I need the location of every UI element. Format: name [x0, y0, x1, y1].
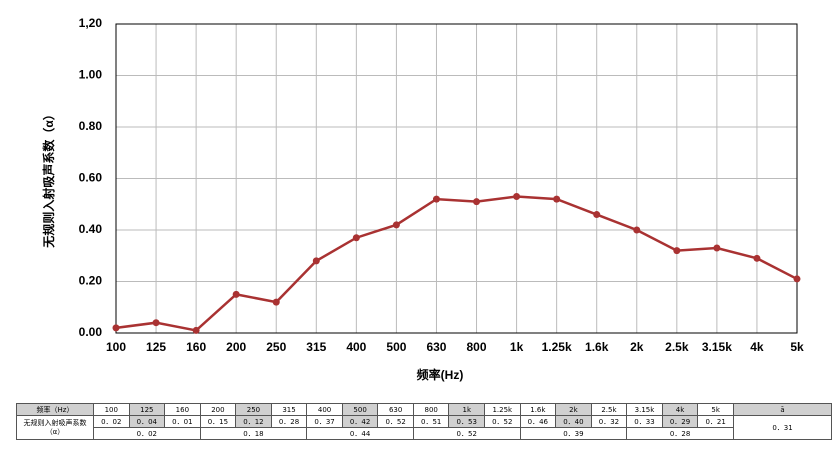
plot-frame	[115, 23, 798, 334]
x-tick-label: 5k	[790, 340, 804, 354]
table-cell: 0．33	[626, 415, 663, 428]
x-tick-label: 2k	[630, 340, 644, 354]
table-header: 2k	[555, 403, 592, 416]
table-cell: 0．46	[519, 415, 557, 428]
table-header: 800	[412, 403, 450, 416]
table-row: 无规则入射吸声系数（α） 0．02 0．04 0．01 0．15 0．12 0．28 0．37…	[16, 415, 832, 440]
data-point	[713, 244, 721, 252]
x-axis-title: 频率(Hz)	[417, 367, 464, 382]
y-tick-label: 0.00	[79, 325, 103, 339]
table-header: 1k	[448, 403, 486, 416]
data-point	[593, 211, 601, 219]
data-point	[192, 326, 200, 334]
data-point	[473, 198, 481, 206]
row-label: 无规则入射吸声系数（α）	[16, 415, 94, 440]
table-header: 1.6k	[519, 403, 557, 416]
data-point	[112, 324, 120, 332]
table-cell: 0．12	[235, 415, 272, 428]
table-cell: 0．42	[341, 415, 379, 428]
table-cell: 0．15	[199, 415, 237, 428]
table-header: 315	[270, 403, 308, 416]
table-header: ā	[733, 403, 832, 416]
data-point	[312, 257, 320, 265]
data-point	[633, 226, 641, 234]
data-point	[753, 254, 761, 262]
x-tick-label: 1.6k	[585, 340, 609, 354]
table-cell: 0．52	[377, 415, 414, 428]
data-line	[115, 195, 798, 332]
table-header: 250	[235, 403, 272, 416]
table-cell: 0．29	[661, 415, 699, 428]
x-tick-label: 4k	[750, 340, 764, 354]
y-tick-label: 0.60	[79, 171, 103, 185]
y-tick-label: 0.20	[79, 274, 103, 288]
table-header: 4k	[661, 403, 699, 416]
group-average: 0．44	[306, 427, 414, 440]
data-point	[232, 290, 240, 298]
x-tick-label: 1.25k	[542, 340, 572, 354]
group-average: 0．02	[93, 427, 201, 440]
table-header: 400	[306, 403, 343, 416]
x-tick-label: 800	[467, 340, 487, 354]
x-tick-label: 400	[346, 340, 366, 354]
group-average: 0．18	[199, 427, 308, 440]
table-header: 3.15k	[626, 403, 663, 416]
data-point	[432, 195, 440, 203]
table-cell: 0．52	[484, 415, 521, 428]
x-tick-label: 1k	[510, 340, 524, 354]
table-row: 0．02 0．18 0．44 0．52 0．39 0．28	[17, 427, 832, 440]
table-cell: 0．01	[164, 415, 201, 428]
group-average: 0．52	[412, 427, 521, 440]
y-tick-label: 0.40	[79, 222, 103, 236]
x-tick-label: 500	[386, 340, 406, 354]
table-cell: 0．21	[697, 415, 734, 428]
data-table: 频率（Hz） 100 125 160 200 250 315 400 500 630 800 1k 1.…	[16, 403, 832, 440]
data-point	[152, 319, 160, 327]
x-tick-label: 160	[186, 340, 206, 354]
y-tick-label: 1,20	[79, 16, 103, 30]
table-header: 2.5k	[590, 403, 628, 416]
table-header: 200	[199, 403, 237, 416]
table-header: 5k	[697, 403, 734, 416]
table-cell: 0．04	[128, 415, 166, 428]
table-cell: 0．37	[306, 415, 343, 428]
y-tick-label: 1.00	[79, 68, 103, 82]
table-cell: 0．53	[448, 415, 486, 428]
table-header: 100	[93, 403, 130, 416]
table-header: 125	[128, 403, 166, 416]
x-tick-label: 2.5k	[665, 340, 689, 354]
table-header: 频率（Hz）	[16, 403, 94, 416]
group-average: 0．28	[626, 427, 734, 440]
table-cell: 0．32	[590, 415, 628, 428]
table-header: 1.25k	[484, 403, 521, 416]
table-header: 630	[377, 403, 414, 416]
data-point	[793, 275, 801, 283]
table-cell: 0．40	[555, 415, 592, 428]
data-point	[673, 247, 681, 255]
x-tick-label: 315	[306, 340, 326, 354]
chart: 无规则入射吸声系数（α） 频率(Hz) 100 125 160 200 250 315 40…	[41, 16, 804, 382]
table-cell: 0．51	[412, 415, 450, 428]
data-point	[392, 221, 400, 229]
table-cell: 0．28	[270, 415, 308, 428]
data-point	[553, 195, 561, 203]
y-axis-title: 无规则入射吸声系数（α）	[41, 108, 56, 248]
overall-average: 0．31	[733, 415, 832, 440]
x-tick-label: 630	[426, 340, 446, 354]
x-tick-label: 100	[106, 340, 126, 354]
data-point	[513, 193, 521, 201]
y-tick-label: 0.80	[79, 119, 103, 133]
table-header: 500	[341, 403, 379, 416]
x-tick-label: 3.15k	[702, 340, 732, 354]
group-average: 0．39	[519, 427, 628, 440]
data-point	[272, 298, 280, 306]
x-tick-label: 125	[146, 340, 166, 354]
table-row: 频率（Hz） 100 125 160 200 250 315 400 500 630 800 1k 1.…	[16, 403, 832, 416]
x-tick-label: 200	[226, 340, 246, 354]
table-cell: 0．02	[93, 415, 130, 428]
data-point	[352, 234, 360, 242]
x-tick-label: 250	[266, 340, 286, 354]
table-header: 160	[164, 403, 201, 416]
